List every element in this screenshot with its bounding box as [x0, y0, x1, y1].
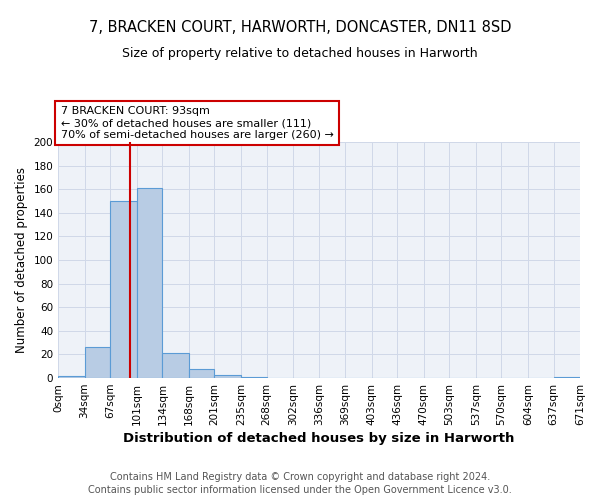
Bar [163, 354, 189, 378]
Bar [189, 368, 214, 378]
Bar [85, 348, 110, 378]
Text: 7, BRACKEN COURT, HARWORTH, DONCASTER, DN11 8SD: 7, BRACKEN COURT, HARWORTH, DONCASTER, D… [89, 20, 511, 35]
Bar [554, 377, 580, 378]
Bar [137, 188, 163, 378]
Text: Size of property relative to detached houses in Harworth: Size of property relative to detached ho… [122, 48, 478, 60]
Bar [110, 201, 137, 378]
Y-axis label: Number of detached properties: Number of detached properties [15, 167, 28, 353]
Text: 7 BRACKEN COURT: 93sqm
← 30% of detached houses are smaller (111)
70% of semi-de: 7 BRACKEN COURT: 93sqm ← 30% of detached… [61, 106, 334, 140]
Bar [241, 377, 266, 378]
Text: Contains public sector information licensed under the Open Government Licence v3: Contains public sector information licen… [88, 485, 512, 495]
X-axis label: Distribution of detached houses by size in Harworth: Distribution of detached houses by size … [124, 432, 515, 445]
Text: Contains HM Land Registry data © Crown copyright and database right 2024.: Contains HM Land Registry data © Crown c… [110, 472, 490, 482]
Bar [214, 374, 241, 378]
Bar [58, 376, 85, 378]
